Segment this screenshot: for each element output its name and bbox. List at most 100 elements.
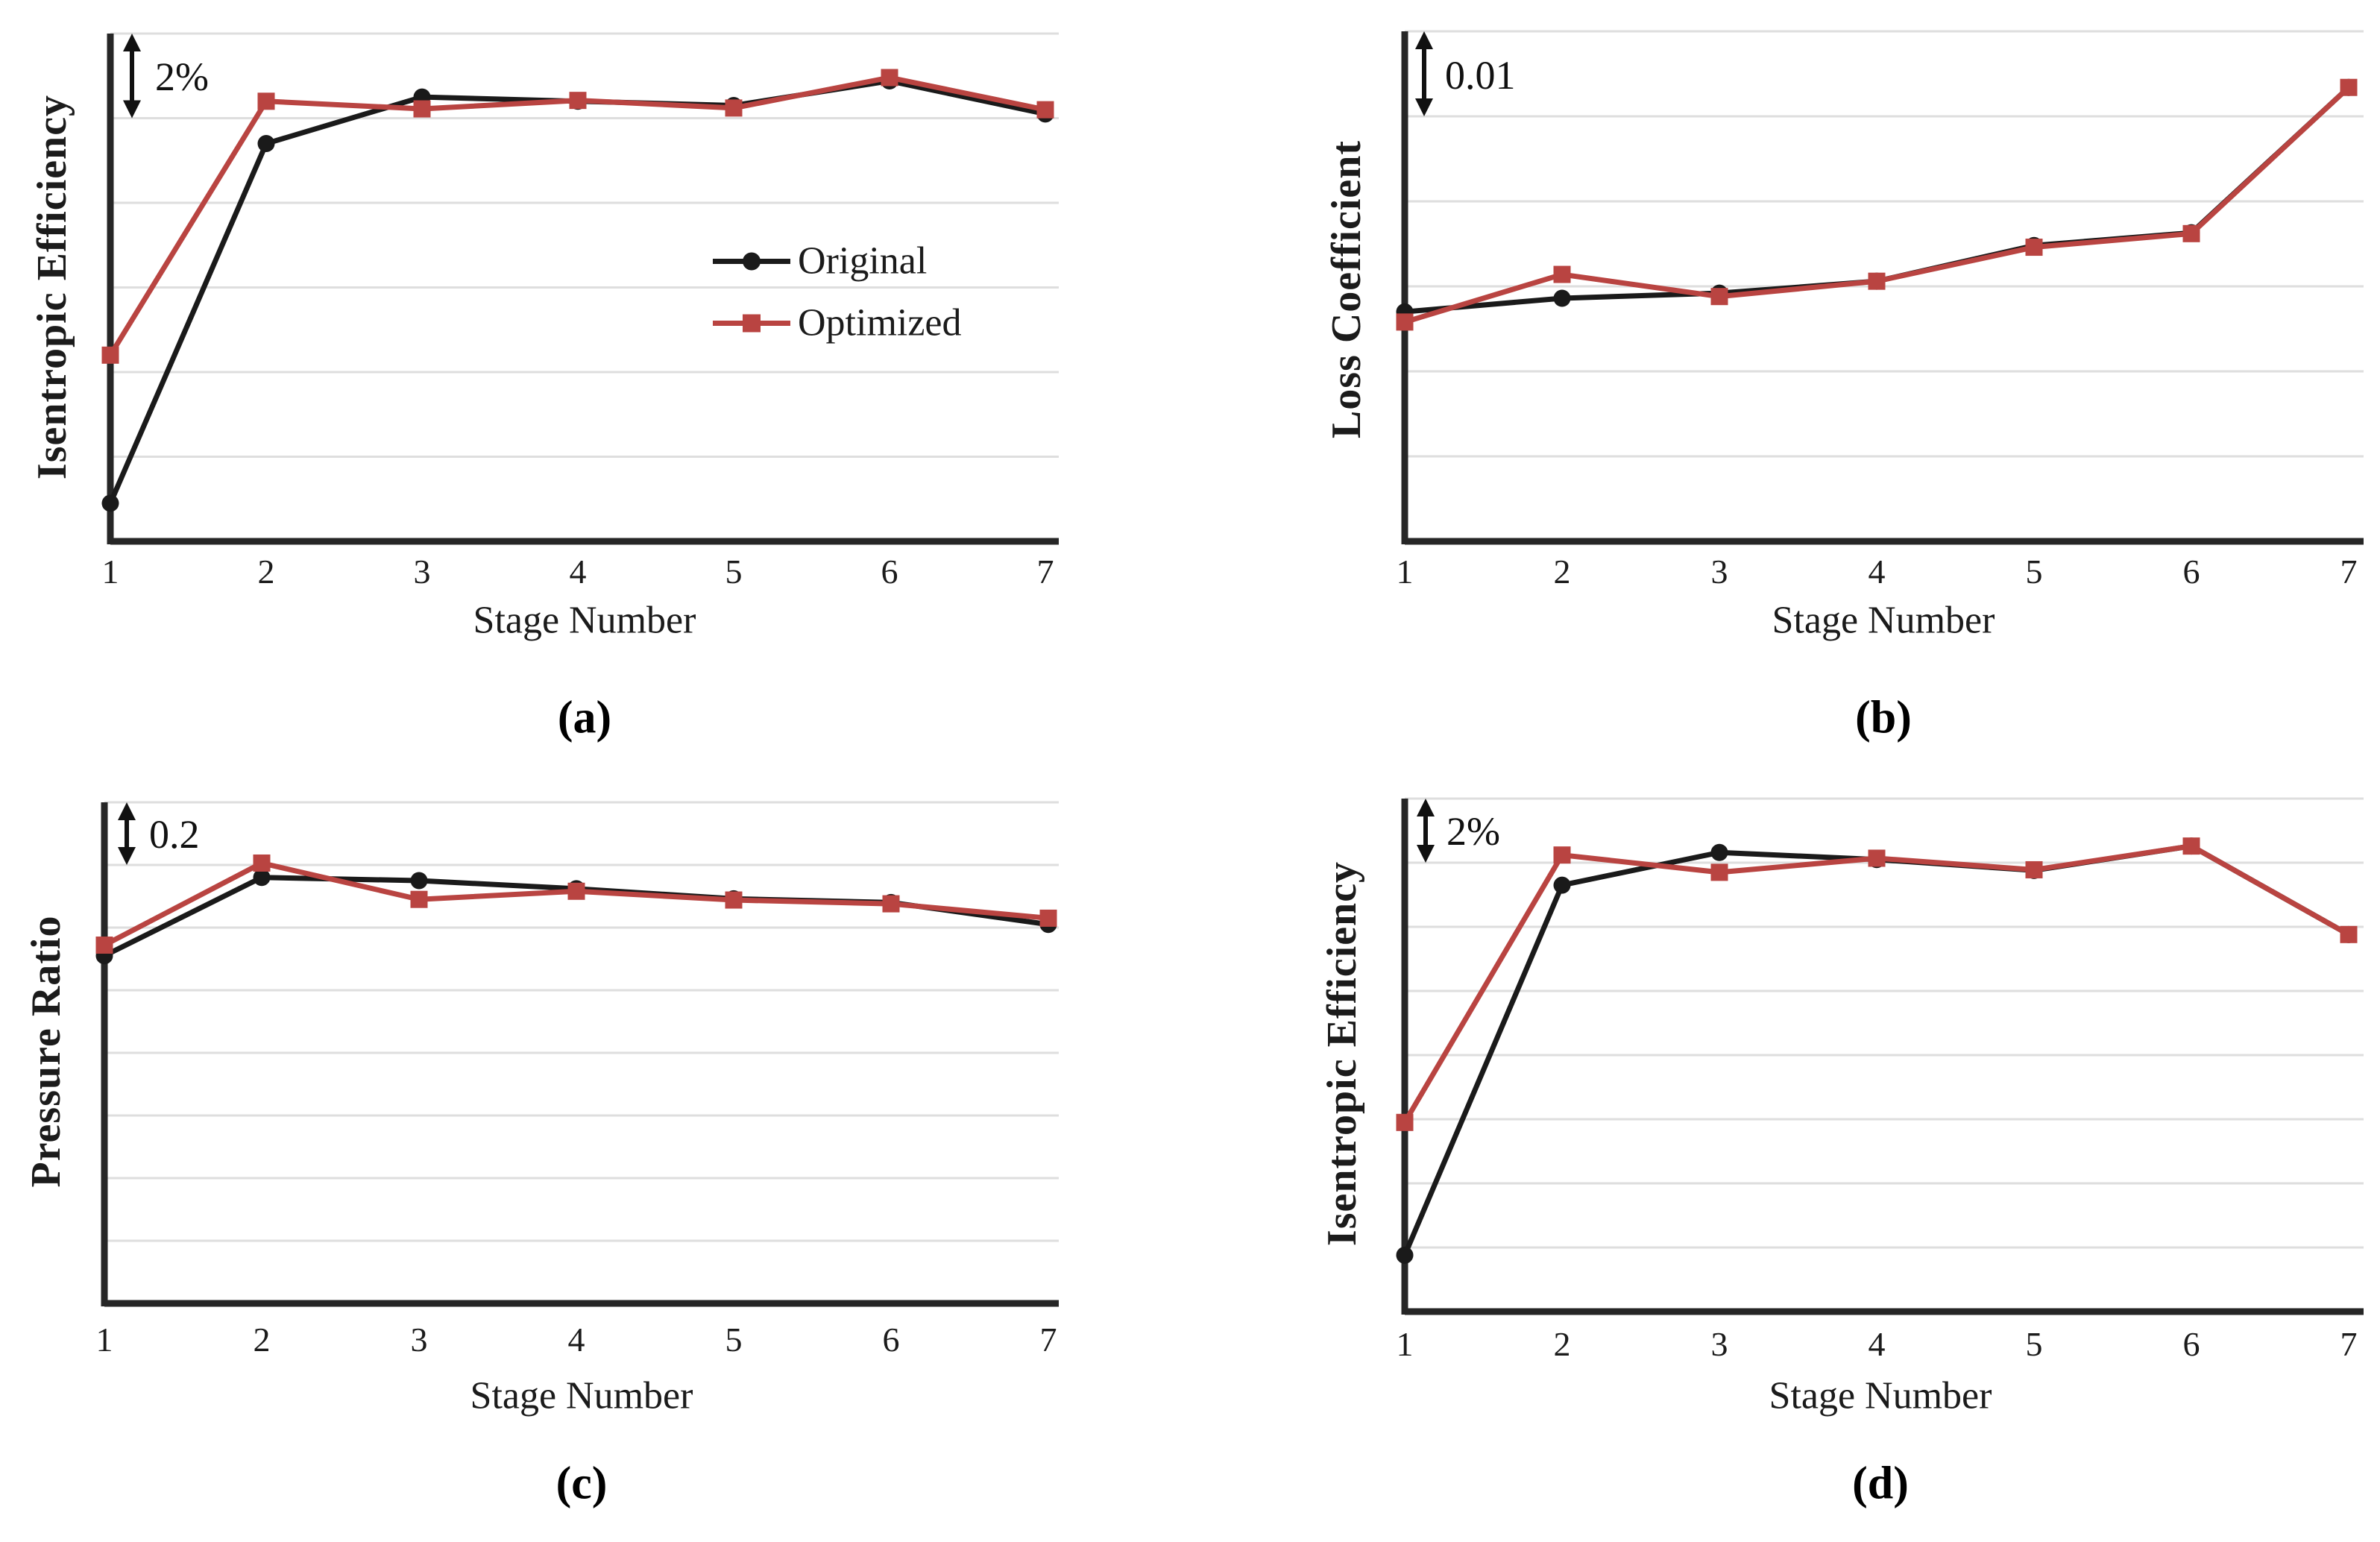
panel-c-scale-bar-label: 0.2 (149, 812, 200, 857)
legend-item-original: Original (713, 239, 927, 283)
x-tick-label: 5 (725, 1321, 743, 1359)
legend-label-optimized: Optimized (798, 301, 962, 344)
x-tick-label: 5 (2026, 553, 2043, 591)
x-tick-label: 4 (1869, 1325, 1886, 1363)
data-point-optimized (569, 92, 587, 110)
data-point-optimized (1036, 101, 1054, 119)
panel-c-caption: (c) (555, 1458, 608, 1509)
panel-b-x-axis-title: Stage Number (1772, 599, 1995, 642)
series-line-original (1402, 843, 2350, 1256)
data-point-optimized (1553, 846, 1571, 864)
panel-a-y-axis-title: Isentropic Efficiency (29, 94, 75, 480)
data-point-original (101, 494, 119, 512)
panel-d-y-axis-title: Isentropic Efficiency (1319, 860, 1365, 1247)
x-tick-label: 6 (883, 1321, 900, 1359)
data-point-optimized (1868, 272, 1886, 290)
data-point-optimized (882, 895, 900, 913)
data-point-optimized (410, 890, 428, 908)
x-tick-label: 2 (1554, 553, 1571, 591)
data-point-optimized (2182, 224, 2200, 242)
legend-line-original (713, 251, 790, 271)
scale-arrow-up-icon (1417, 799, 1435, 816)
scale-arrow-down-icon (1415, 98, 1433, 116)
data-point-original (1553, 289, 1571, 307)
scale-arrow-down-icon (118, 847, 136, 865)
data-point-optimized (725, 891, 743, 909)
x-tick-label: 7 (1037, 553, 1054, 591)
x-tick-label: 7 (2340, 553, 2358, 591)
panel-b-scale-bar-label: 0.01 (1445, 53, 1516, 98)
x-tick-label: 2 (1554, 1325, 1571, 1363)
data-point-optimized (1553, 265, 1571, 283)
data-point-original (257, 135, 275, 153)
x-tick-label: 4 (568, 1321, 585, 1359)
x-tick-label: 2 (258, 553, 275, 591)
data-point-original (1553, 876, 1571, 894)
panel-c-x-axis-title: Stage Number (470, 1374, 693, 1417)
x-tick-label: 6 (881, 553, 898, 591)
data-point-optimized (2025, 860, 2043, 878)
legend-item-optimized: Optimized (713, 301, 962, 345)
data-point-optimized (253, 854, 271, 872)
x-tick-label: 1 (102, 553, 119, 591)
x-tick-label: 3 (1711, 553, 1728, 591)
x-tick-label: 4 (570, 553, 587, 591)
x-tick-label: 5 (2026, 1325, 2043, 1363)
legend-label-original: Original (798, 239, 928, 283)
data-point-optimized (1710, 288, 1728, 306)
data-point-optimized (1710, 863, 1728, 881)
scale-arrow-down-icon (123, 100, 141, 119)
panel-a-caption: (a) (557, 692, 612, 743)
data-point-original (1710, 843, 1728, 861)
data-point-optimized (567, 882, 585, 900)
panel-a-scale-bar-label: 2% (155, 54, 209, 99)
panel-c-y-axis-title: Pressure Ratio (23, 915, 69, 1188)
x-tick-label: 1 (96, 1321, 113, 1359)
data-point-optimized (2182, 837, 2200, 855)
x-tick-label: 3 (414, 553, 431, 591)
data-point-optimized (2025, 239, 2043, 257)
series-line-optimized (103, 860, 1049, 948)
series-line-optimized (1402, 843, 2350, 1124)
panel-d-scale-bar-label: 2% (1446, 809, 1500, 854)
x-tick-label: 6 (2183, 1325, 2200, 1363)
scale-arrow-up-icon (123, 34, 141, 51)
x-tick-label: 5 (725, 553, 743, 591)
x-tick-label: 1 (1397, 553, 1414, 591)
series-line-original (107, 78, 1046, 505)
data-point-optimized (881, 69, 898, 86)
panel-d-caption: (d) (1852, 1458, 1909, 1509)
data-point-optimized (257, 92, 275, 110)
x-tick-label: 1 (1397, 1325, 1414, 1363)
data-point-optimized (1039, 909, 1057, 927)
data-point-optimized (101, 346, 119, 364)
data-point-optimized (95, 937, 113, 954)
data-point-original (253, 869, 271, 887)
panel-d-x-axis-title: Stage Number (1769, 1374, 1992, 1417)
x-tick-label: 3 (1711, 1325, 1728, 1363)
data-point-optimized (2340, 925, 2358, 943)
square-marker-icon (743, 314, 761, 332)
x-tick-label: 7 (1040, 1321, 1057, 1359)
scale-arrow-down-icon (1417, 845, 1435, 863)
x-tick-label: 4 (1869, 553, 1886, 591)
legend-line-optimized (713, 312, 790, 333)
data-point-optimized (1396, 313, 1414, 331)
panel-b-y-axis-title: Loss Coefficient (1323, 139, 1370, 439)
x-tick-label: 2 (254, 1321, 271, 1359)
data-point-original (1396, 1246, 1414, 1264)
panel-b-caption: (b) (1855, 692, 1912, 743)
x-tick-label: 6 (2183, 553, 2200, 591)
data-point-optimized (1396, 1113, 1414, 1131)
scale-arrow-up-icon (1415, 31, 1433, 49)
data-point-optimized (725, 99, 743, 117)
circle-marker-icon (743, 252, 761, 270)
panel-a-x-axis-title: Stage Number (473, 599, 696, 642)
data-point-optimized (413, 100, 431, 118)
x-tick-label: 7 (2340, 1325, 2358, 1363)
x-tick-label: 3 (411, 1321, 428, 1359)
data-point-original (410, 872, 428, 890)
data-point-optimized (2340, 78, 2358, 96)
